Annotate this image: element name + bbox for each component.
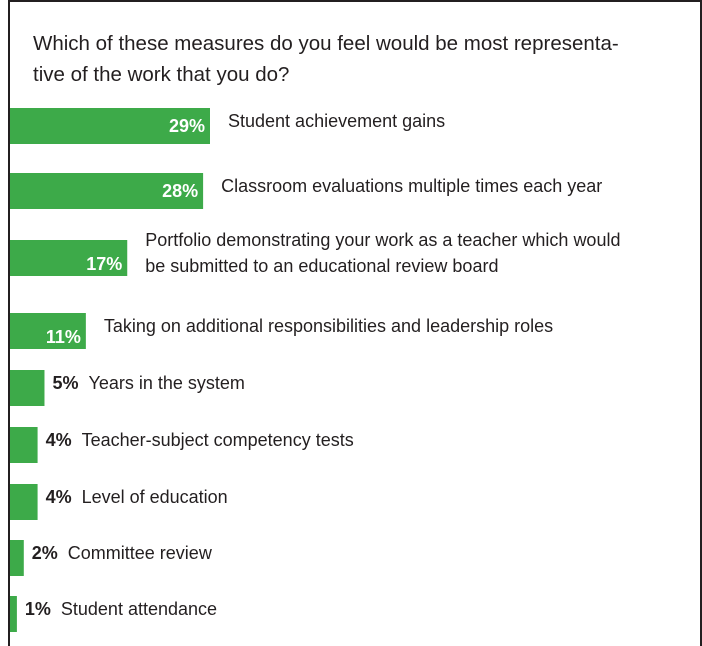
bar-value-label-6: 4% (46, 487, 72, 507)
bar-value-label-7: 2% (32, 543, 58, 563)
bar-8 (10, 596, 17, 632)
chart-title: Which of these measures do you feel woul… (33, 28, 673, 90)
bar-value-label-1: 28% (162, 181, 198, 201)
bar-category-label-7: Committee review (68, 543, 213, 563)
bar-4 (10, 370, 45, 406)
bar-value-label-0: 29% (169, 116, 205, 136)
bar-category-label-6: Level of education (82, 487, 228, 507)
bar-1 (10, 173, 204, 209)
bar-category-label-2: Portfolio demonstrating your work as a t… (145, 230, 620, 276)
frame-left-border (8, 0, 10, 646)
bar-category-label-3: Taking on additional responsibilities an… (104, 316, 553, 336)
bar-category-label-0: Student achievement gains (228, 111, 445, 131)
bar-value-label-3: 11% (46, 327, 81, 347)
bar-3 (10, 313, 86, 349)
bar-value-label-5: 4% (46, 430, 72, 450)
bar-category-label-5: Teacher-subject competency tests (82, 430, 354, 450)
bar-7 (10, 540, 24, 576)
frame-right-border (700, 0, 702, 646)
bar-category-label-4: Years in the system (88, 373, 244, 393)
bar-category-label-1: Classroom evaluations multiple times eac… (221, 176, 602, 196)
bar-value-label-4: 5% (52, 373, 78, 393)
bar-value-label-8: 1% (25, 599, 51, 619)
chart-title-line-2: tive of the work that you do? (33, 63, 290, 86)
frame-top-border (8, 0, 702, 2)
bar-2 (10, 240, 128, 276)
bar-category-label-8: Student attendance (61, 599, 217, 619)
bar-5 (10, 427, 38, 463)
chart-title-line-1: Which of these measures do you feel woul… (33, 32, 619, 55)
bar-0 (10, 108, 210, 144)
bar-value-label-2: 17% (86, 254, 122, 274)
bar-6 (10, 484, 38, 520)
